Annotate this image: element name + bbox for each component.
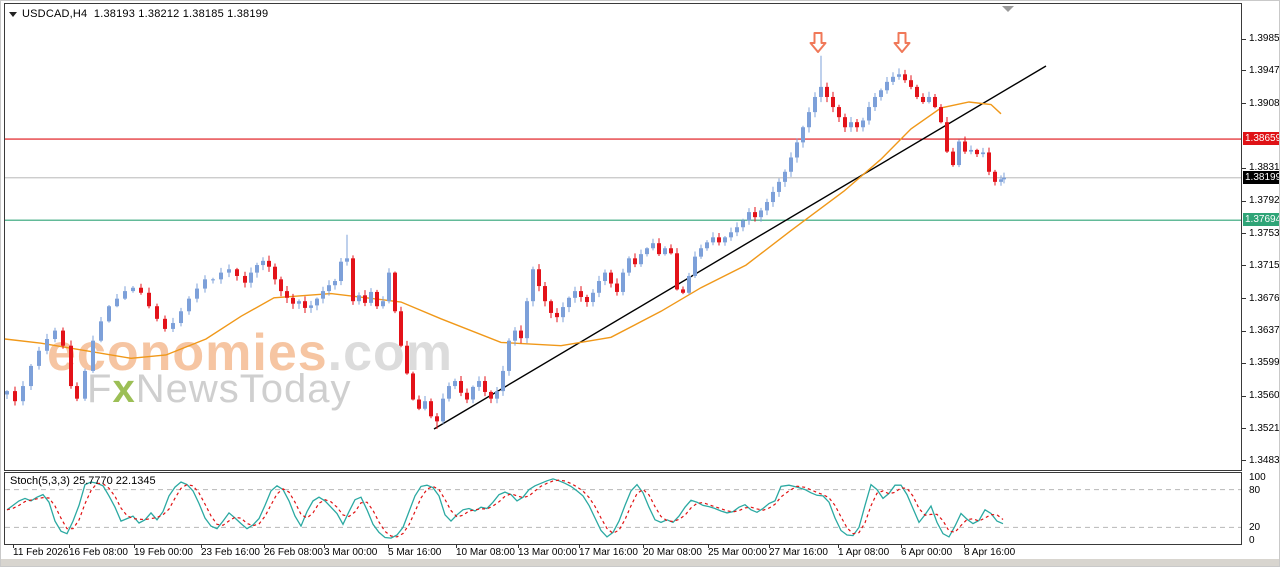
price-tick-label: 1.38310: [1249, 162, 1280, 174]
price-tick-label: 1.34830: [1249, 454, 1280, 466]
price-tick-mark: [1242, 331, 1246, 332]
time-tick-label: 26 Feb 08:00: [264, 547, 323, 558]
price-tick-mark: [1242, 201, 1246, 202]
ohlc-readout: USDCAD,H4 1.38193 1.38212 1.38185 1.3819…: [9, 8, 268, 20]
stoch-d-line: [6, 479, 1004, 538]
price-tick-mark: [1242, 168, 1246, 169]
window-bottom-strip: [1, 559, 1279, 566]
current-price-price-label: 1.38199: [1243, 170, 1279, 184]
time-tick-label: 8 Apr 16:00: [964, 547, 1016, 558]
time-tick-label: 10 Mar 08:00: [456, 547, 515, 558]
time-tick-label: 25 Mar 00:00: [708, 547, 767, 558]
price-tick-label: 1.35210: [1249, 422, 1280, 434]
price-tick-label: 1.37150: [1249, 259, 1280, 271]
price-tick-label: 1.37530: [1249, 227, 1280, 239]
price-tick-mark: [1242, 396, 1246, 397]
time-tick-label: 17 Mar 16:00: [579, 547, 638, 558]
price-tick-mark: [1242, 460, 1246, 461]
time-tick-label: 3 Mar 00:00: [324, 547, 378, 558]
sell-arrow[interactable]: [809, 32, 827, 53]
time-tick-label: 20 Mar 08:00: [643, 547, 702, 558]
time-tick-mark: [134, 544, 135, 548]
stoch-scale-label: 20: [1249, 522, 1261, 534]
sell-arrow[interactable]: [893, 32, 911, 53]
price-tick-mark: [1242, 39, 1246, 40]
time-tick-label: 19 Feb 00:00: [134, 547, 193, 558]
price-tick-label: 1.36370: [1249, 325, 1280, 337]
price-tick-mark: [1242, 70, 1246, 71]
price-tick-mark: [1242, 428, 1246, 429]
time-tick-label: 23 Feb 16:00: [201, 547, 260, 558]
price-tick-mark: [1242, 103, 1246, 104]
watermark-fxnewstoday: FxNewsToday: [87, 367, 352, 411]
time-tick-mark: [579, 544, 580, 548]
price-tick-mark: [1242, 363, 1246, 364]
time-tick-label: 27 Mar 16:00: [769, 547, 828, 558]
chart-menu-icon[interactable]: [9, 11, 17, 17]
stochastic-canvas[interactable]: [4, 472, 1242, 545]
time-tick-mark: [456, 544, 457, 548]
time-tick-mark: [388, 544, 389, 548]
time-tick-label: 13 Mar 00:00: [518, 547, 577, 558]
time-tick-label: 11 Feb 2026: [13, 547, 69, 558]
time-tick-label: 1 Apr 08:00: [838, 547, 890, 558]
chart-shift-marker-icon[interactable]: [1002, 6, 1014, 12]
time-tick-mark: [13, 544, 14, 548]
price-tick-label: 1.36760: [1249, 292, 1280, 304]
price-tick-mark: [1242, 298, 1246, 299]
price-tick-mark: [1242, 265, 1246, 266]
stoch-scale-label: 100: [1249, 472, 1266, 483]
main-chart-canvas[interactable]: [4, 3, 1242, 471]
time-tick-mark: [69, 544, 70, 548]
time-tick-mark: [201, 544, 202, 548]
resistance-price-label: 1.38659: [1243, 132, 1279, 146]
time-tick-mark: [518, 544, 519, 548]
ma-line[interactable]: [4, 101, 1002, 360]
price-tick-label: 1.35600: [1249, 390, 1280, 402]
stoch-scale-label: 80: [1249, 484, 1261, 496]
stoch-scale-label: 0: [1249, 535, 1255, 546]
time-tick-label: 16 Feb 08:00: [69, 547, 128, 558]
support-price-label: 1.37694: [1243, 213, 1279, 227]
time-tick-label: 6 Apr 00:00: [901, 547, 953, 558]
price-tick-label: 1.37920: [1249, 195, 1280, 207]
time-tick-mark: [964, 544, 965, 548]
price-scale[interactable]: 1.39850 1.39470 1.39080 1.38310 1.37920 1.375…: [1242, 1, 1280, 546]
price-tick-label: 1.39470: [1249, 64, 1280, 76]
time-tick-label: 5 Mar 16:00: [388, 547, 442, 558]
time-tick-mark: [324, 544, 325, 548]
trend-line[interactable]: [433, 65, 1047, 430]
time-tick-mark: [643, 544, 644, 548]
time-tick-mark: [264, 544, 265, 548]
price-tick-label: 1.39080: [1249, 97, 1280, 109]
candles-layer: [5, 55, 1006, 429]
price-tick-mark: [1242, 233, 1246, 234]
price-tick-label: 1.39850: [1249, 33, 1280, 44]
stoch-k-line: [6, 478, 1004, 539]
price-tick-label: 1.35990: [1249, 357, 1280, 369]
time-tick-mark: [708, 544, 709, 548]
main-chart-panel[interactable]: [4, 3, 1242, 471]
stochastic-label: Stoch(5,3,3) 25.7770 22.1345: [10, 475, 156, 487]
time-tick-mark: [769, 544, 770, 548]
time-tick-mark: [838, 544, 839, 548]
time-axis[interactable]: 11 Feb 2026 16 Feb 08:00 19 Feb 00:00 23 Fe…: [1, 544, 1242, 559]
time-tick-mark: [901, 544, 902, 548]
stochastic-panel[interactable]: [4, 472, 1242, 545]
